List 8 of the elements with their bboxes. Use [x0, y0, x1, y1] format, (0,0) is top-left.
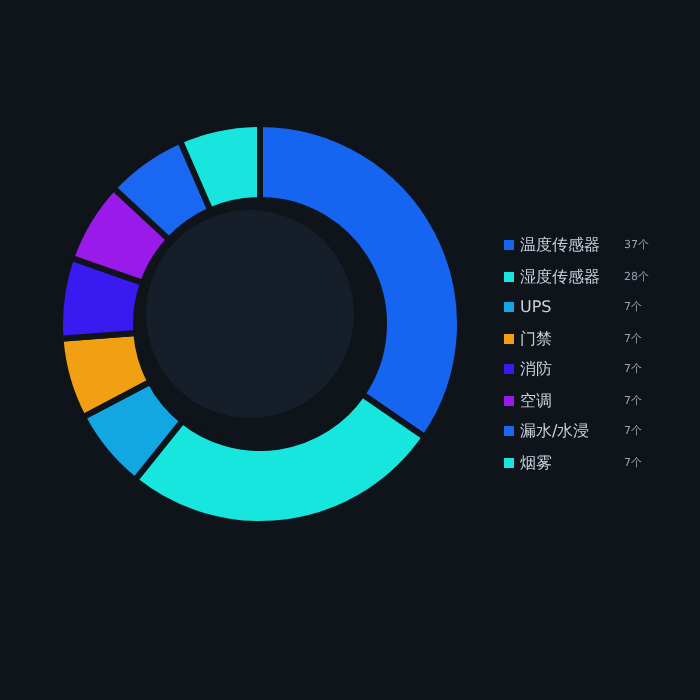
- legend-label: 湿度传感器: [520, 265, 602, 288]
- legend-label: 温度传感器: [520, 234, 602, 257]
- legend-label: 烟雾: [520, 451, 554, 474]
- legend-label: 门禁: [520, 327, 554, 350]
- legend-label: UPS: [520, 298, 554, 317]
- legend-label: 消防: [520, 358, 554, 381]
- legend-label: 空调: [520, 389, 554, 412]
- legend-label: 漏水/水浸: [520, 420, 592, 443]
